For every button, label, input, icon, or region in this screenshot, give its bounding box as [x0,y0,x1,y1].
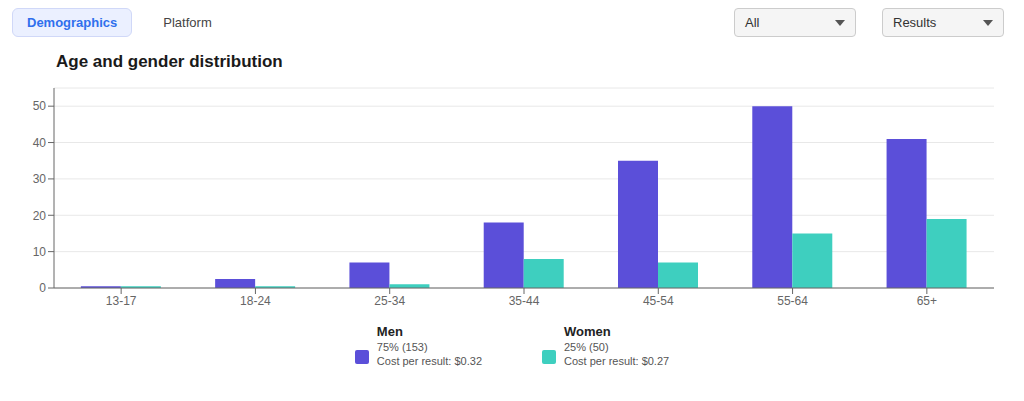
html-text:Demographics: Demographics [27,15,118,30]
html-text:Cost per result: $0.32: Cost per result: $0.32 [376,355,482,367]
html-text:Men: Men [376,324,403,339]
html-text:Results: Results [893,15,937,30]
html-text:Cost per result: $0.27: Cost per result: $0.27 [564,355,670,367]
svg-text:18-24: 18-24 [240,294,271,308]
svg-text:13-17: 13-17 [106,294,137,308]
svg-text:30: 30 [33,172,47,186]
svg-text:10: 10 [33,245,47,259]
html-text:25% (50): 25% (50) [564,341,609,353]
svg-text:25-34: 25-34 [374,294,405,308]
html-text:75% (153): 75% (153) [376,341,428,353]
svg-text:35-44: 35-44 [509,294,540,308]
html-text:Platform: Platform [163,15,212,30]
html-text:Age and gender distribution: Age and gender distribution [56,52,283,71]
svg-text:0: 0 [39,281,46,295]
svg-text:65+: 65+ [917,294,937,308]
html-text:Women: Women [564,324,611,339]
svg-text:20: 20 [33,209,47,223]
svg-text:55-64: 55-64 [777,294,808,308]
html-text:All: All [745,15,760,30]
svg-text:45-54: 45-54 [643,294,674,308]
svg-text:40: 40 [33,136,47,150]
svg-text:50: 50 [33,99,47,113]
